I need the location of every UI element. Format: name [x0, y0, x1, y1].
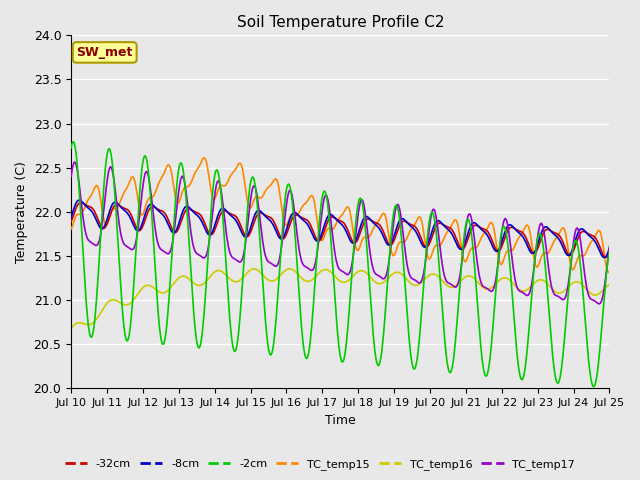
X-axis label: Time: Time — [325, 414, 356, 427]
Legend: -32cm, -8cm, -2cm, TC_temp15, TC_temp16, TC_temp17: -32cm, -8cm, -2cm, TC_temp15, TC_temp16,… — [60, 455, 580, 474]
Title: Soil Temperature Profile C2: Soil Temperature Profile C2 — [237, 15, 444, 30]
Text: SW_met: SW_met — [77, 46, 133, 59]
Y-axis label: Temperature (C): Temperature (C) — [15, 161, 28, 263]
